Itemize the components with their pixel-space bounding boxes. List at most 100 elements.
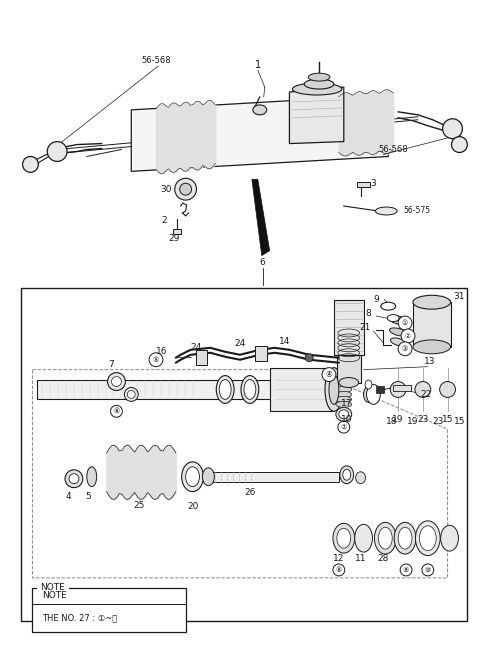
- Text: ④: ④: [325, 370, 332, 379]
- Text: ①: ①: [402, 320, 408, 326]
- Ellipse shape: [241, 376, 259, 403]
- Circle shape: [69, 474, 79, 483]
- Text: ⑩: ⑩: [425, 567, 431, 573]
- Ellipse shape: [390, 338, 406, 346]
- Text: 10: 10: [341, 415, 352, 424]
- Ellipse shape: [378, 527, 392, 549]
- Text: 17: 17: [341, 399, 352, 408]
- Ellipse shape: [336, 407, 352, 421]
- Ellipse shape: [304, 79, 334, 89]
- Circle shape: [305, 354, 313, 361]
- Circle shape: [452, 136, 468, 152]
- Ellipse shape: [375, 207, 397, 215]
- Bar: [210, 472, 339, 482]
- Text: 23: 23: [417, 415, 429, 424]
- Circle shape: [175, 178, 196, 200]
- Ellipse shape: [339, 410, 349, 419]
- Circle shape: [149, 353, 163, 367]
- Text: NOTE: NOTE: [40, 583, 65, 592]
- Text: 11: 11: [355, 554, 366, 563]
- Circle shape: [47, 142, 67, 161]
- Text: 15: 15: [454, 417, 465, 426]
- Bar: [413, 302, 451, 347]
- Circle shape: [322, 367, 336, 382]
- Circle shape: [124, 388, 138, 401]
- Ellipse shape: [186, 467, 200, 487]
- Ellipse shape: [203, 468, 214, 485]
- Bar: [376, 386, 384, 394]
- Bar: [195, 350, 207, 365]
- Ellipse shape: [413, 295, 451, 309]
- Text: 23: 23: [432, 417, 444, 426]
- Circle shape: [390, 382, 406, 398]
- Ellipse shape: [343, 469, 351, 480]
- Ellipse shape: [355, 524, 372, 552]
- Ellipse shape: [413, 340, 451, 354]
- Text: ⑥: ⑥: [113, 408, 120, 415]
- Text: 25: 25: [133, 501, 145, 510]
- Text: 8: 8: [366, 308, 372, 318]
- Text: 31: 31: [454, 292, 465, 300]
- Bar: [270, 367, 334, 411]
- Ellipse shape: [340, 466, 354, 483]
- Circle shape: [23, 157, 38, 173]
- Bar: [173, 229, 180, 234]
- Text: ⑤: ⑤: [153, 357, 159, 363]
- Ellipse shape: [387, 315, 399, 321]
- Bar: [33, 588, 186, 632]
- Circle shape: [398, 316, 412, 330]
- Ellipse shape: [219, 380, 231, 400]
- Text: 14: 14: [279, 337, 290, 346]
- Circle shape: [127, 390, 135, 398]
- Text: ⑧: ⑧: [336, 567, 342, 573]
- Polygon shape: [289, 87, 344, 144]
- Text: 3: 3: [371, 178, 376, 188]
- Circle shape: [108, 373, 125, 390]
- Text: 24: 24: [234, 339, 246, 348]
- Text: 19: 19: [392, 415, 404, 424]
- Circle shape: [338, 421, 350, 433]
- Circle shape: [110, 405, 122, 417]
- Ellipse shape: [253, 105, 267, 115]
- Ellipse shape: [216, 376, 234, 403]
- Ellipse shape: [337, 528, 351, 548]
- Text: 22: 22: [420, 390, 432, 399]
- Text: 26: 26: [244, 488, 255, 497]
- Ellipse shape: [394, 522, 416, 554]
- Ellipse shape: [374, 522, 396, 554]
- Text: 24: 24: [190, 343, 201, 352]
- Text: 1: 1: [255, 60, 261, 70]
- Circle shape: [440, 382, 456, 398]
- Ellipse shape: [336, 396, 352, 402]
- Text: NOTE: NOTE: [42, 591, 67, 600]
- Ellipse shape: [308, 73, 330, 81]
- Ellipse shape: [363, 386, 373, 402]
- Text: ⑦: ⑦: [341, 424, 347, 430]
- Circle shape: [415, 382, 431, 398]
- Ellipse shape: [87, 467, 96, 487]
- Polygon shape: [252, 179, 270, 256]
- Text: 6: 6: [260, 258, 265, 267]
- Text: 56-568: 56-568: [378, 145, 408, 154]
- Circle shape: [400, 564, 412, 576]
- Ellipse shape: [325, 367, 343, 411]
- Circle shape: [443, 119, 462, 138]
- Text: 30: 30: [160, 185, 172, 194]
- Text: ③: ③: [402, 346, 408, 352]
- Text: 29: 29: [168, 234, 180, 243]
- Text: 15: 15: [442, 415, 453, 424]
- Bar: [337, 355, 360, 382]
- Text: 5: 5: [85, 492, 91, 501]
- Bar: [255, 346, 267, 361]
- Circle shape: [180, 183, 192, 195]
- Polygon shape: [131, 95, 388, 171]
- Ellipse shape: [420, 526, 436, 550]
- Circle shape: [401, 329, 415, 343]
- Ellipse shape: [336, 392, 352, 398]
- Text: 28: 28: [378, 554, 389, 563]
- Circle shape: [65, 470, 83, 487]
- Ellipse shape: [336, 401, 352, 407]
- Ellipse shape: [339, 378, 359, 388]
- Text: ⑨: ⑨: [403, 567, 409, 573]
- Text: 9: 9: [373, 295, 379, 304]
